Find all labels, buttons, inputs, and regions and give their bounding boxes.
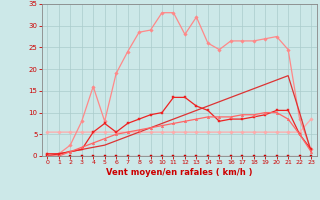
X-axis label: Vent moyen/en rafales ( km/h ): Vent moyen/en rafales ( km/h )	[106, 168, 252, 177]
